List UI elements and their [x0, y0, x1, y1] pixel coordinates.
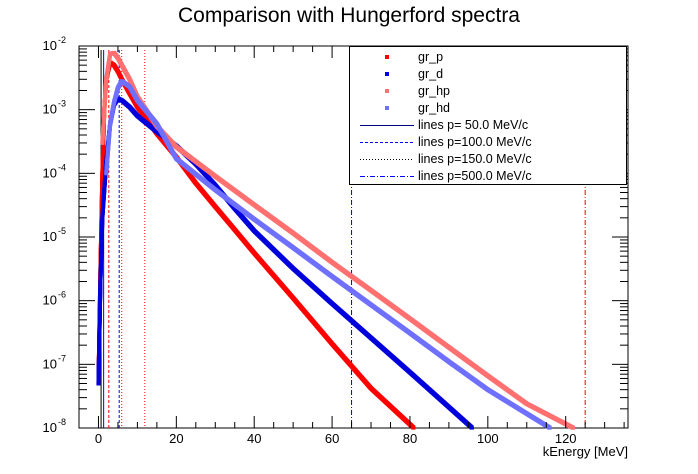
y-tick-label: 10 — [43, 102, 57, 117]
legend-line-dotted — [360, 159, 414, 160]
legend-line-solid — [360, 125, 414, 126]
legend-label: lines p=150.0 MeV/c — [418, 152, 532, 166]
data-point — [469, 425, 474, 430]
legend-marker-gr-hd — [385, 106, 389, 110]
x-tick-label: 100 — [477, 431, 499, 446]
y-tick-exponent: -7 — [58, 353, 66, 363]
y-tick-label: 10 — [43, 38, 57, 53]
y-tick-exponent: -4 — [58, 162, 66, 172]
y-tick-exponent: -5 — [58, 226, 66, 236]
legend-entry-lines-50: lines p= 50.0 MeV/c — [350, 117, 626, 134]
legend-entry-gr-hd: gr_hd — [350, 100, 626, 117]
y-tick-exponent: -2 — [58, 35, 66, 45]
legend-entry-lines-100: lines p=100.0 MeV/c — [350, 134, 626, 151]
y-tick-exponent: -3 — [58, 99, 66, 109]
y-tick-exponent: -6 — [58, 290, 66, 300]
y-tick-label: 10 — [43, 165, 57, 180]
legend-label: lines p= 50.0 MeV/c — [418, 118, 529, 132]
chart-title: Comparison with Hungerford spectra — [178, 4, 520, 27]
data-point — [547, 425, 552, 430]
x-tick-label: 40 — [247, 431, 261, 446]
y-tick-label: 10 — [43, 293, 57, 308]
y-tick-label: 10 — [43, 356, 57, 371]
legend-marker-gr-p — [385, 55, 389, 59]
series-gr-hp — [100, 50, 576, 430]
legend-marker-gr-d — [385, 72, 389, 76]
legend-entry-gr-p: gr_p — [350, 49, 626, 66]
series-group — [96, 50, 576, 430]
x-tick-label: 0 — [95, 431, 102, 446]
legend-label: lines p=500.0 MeV/c — [418, 169, 532, 183]
y-tick-exponent: -8 — [58, 417, 66, 427]
y-tick-label: 10 — [43, 420, 57, 435]
legend: gr_p gr_d gr_hp gr_hd lines p= 50.0 MeV/… — [349, 46, 627, 185]
legend-line-dashed — [360, 142, 414, 143]
x-tick-label: 20 — [169, 431, 183, 446]
x-tick-label: 120 — [555, 431, 577, 446]
x-tick-label: 60 — [325, 431, 339, 446]
x-tick-label: 80 — [403, 431, 417, 446]
series-gr-hd — [104, 79, 552, 430]
data-point — [411, 425, 416, 430]
legend-label: gr_p — [418, 50, 444, 64]
legend-label: gr_hp — [418, 84, 450, 98]
legend-entry-gr-d: gr_d — [350, 66, 626, 83]
y-tick-label: 10 — [43, 229, 57, 244]
data-point — [571, 425, 576, 430]
x-axis-label: kEnergy [MeV] — [542, 444, 628, 459]
legend-line-dashdot — [360, 176, 414, 177]
legend-entry-gr-hp: gr_hp — [350, 83, 626, 100]
legend-label: gr_d — [418, 67, 444, 81]
legend-label: gr_hd — [418, 101, 450, 115]
legend-entry-lines-150: lines p=150.0 MeV/c — [350, 151, 626, 168]
legend-entry-lines-500: lines p=500.0 MeV/c — [350, 168, 626, 185]
legend-label: lines p=100.0 MeV/c — [418, 135, 532, 149]
legend-marker-gr-hp — [385, 89, 389, 93]
